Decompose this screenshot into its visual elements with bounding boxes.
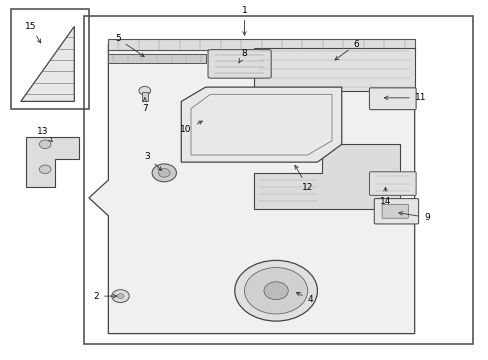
- Text: 13: 13: [37, 127, 52, 141]
- Polygon shape: [108, 39, 414, 50]
- Circle shape: [234, 260, 317, 321]
- Circle shape: [39, 165, 51, 174]
- Circle shape: [39, 140, 51, 149]
- Circle shape: [139, 86, 150, 95]
- Circle shape: [244, 267, 307, 314]
- Text: 12: 12: [294, 165, 313, 192]
- Text: 6: 6: [334, 40, 359, 60]
- FancyBboxPatch shape: [207, 50, 271, 78]
- Text: 10: 10: [180, 121, 202, 135]
- FancyBboxPatch shape: [369, 172, 415, 195]
- Text: 3: 3: [144, 152, 161, 170]
- Circle shape: [158, 168, 170, 177]
- Text: 4: 4: [296, 292, 312, 304]
- Text: 1: 1: [241, 6, 247, 35]
- Bar: [142, 93, 147, 102]
- Polygon shape: [21, 26, 74, 102]
- FancyBboxPatch shape: [381, 204, 407, 218]
- Text: 5: 5: [115, 35, 144, 57]
- Text: 8: 8: [238, 49, 247, 63]
- Polygon shape: [89, 44, 414, 334]
- Polygon shape: [254, 144, 399, 208]
- FancyBboxPatch shape: [373, 199, 418, 224]
- Polygon shape: [254, 48, 414, 91]
- Text: 14: 14: [379, 187, 390, 206]
- Circle shape: [117, 294, 123, 298]
- Text: 2: 2: [93, 292, 117, 301]
- Polygon shape: [108, 54, 205, 63]
- FancyBboxPatch shape: [369, 88, 415, 110]
- Text: 15: 15: [25, 22, 41, 43]
- Text: 7: 7: [142, 98, 147, 113]
- Text: 11: 11: [384, 93, 426, 102]
- Polygon shape: [181, 87, 341, 162]
- Circle shape: [264, 282, 287, 300]
- Polygon shape: [26, 137, 79, 187]
- Circle shape: [112, 290, 129, 302]
- Circle shape: [152, 164, 176, 182]
- Text: 9: 9: [398, 212, 429, 222]
